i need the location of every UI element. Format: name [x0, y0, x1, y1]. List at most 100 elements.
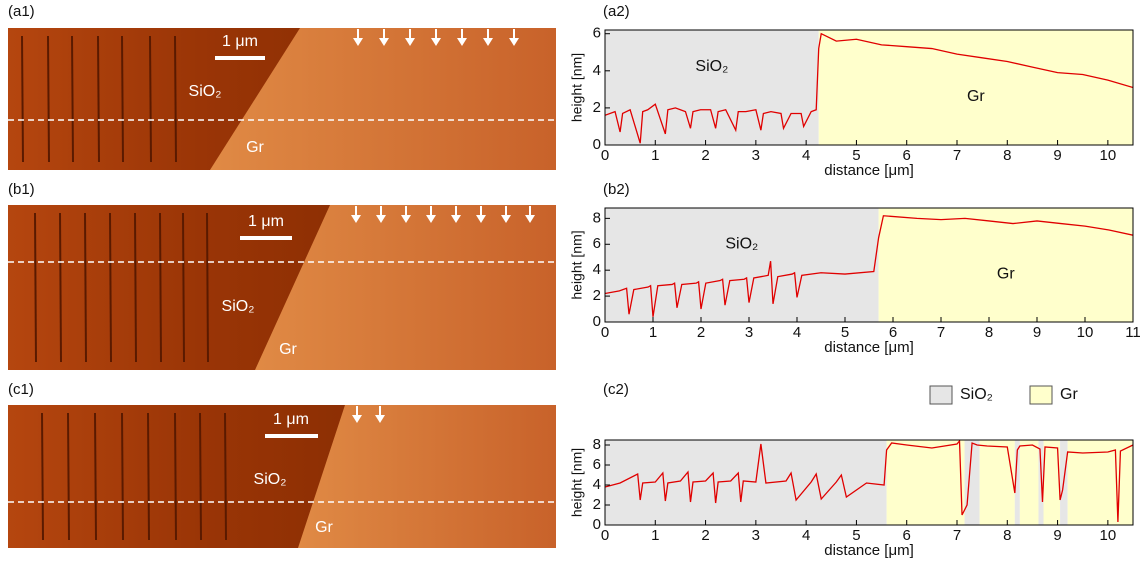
trench — [121, 35, 124, 163]
arrow-head — [501, 215, 511, 223]
x-tick-label: 6 — [889, 324, 897, 341]
x-tick-label: 2 — [697, 324, 705, 341]
trench — [174, 412, 177, 541]
image-annotation: SiO₂ — [189, 83, 222, 100]
material-region — [605, 30, 819, 145]
material-region — [1019, 440, 1039, 525]
y-tick-label: 4 — [593, 261, 601, 278]
panel-label: (c1) — [8, 381, 34, 398]
x-tick-label: 3 — [752, 147, 760, 164]
x-tick-label: 0 — [601, 324, 609, 341]
trench — [41, 412, 44, 541]
scale-bar-label: 1 μm — [273, 411, 309, 428]
legend-label: SiO₂ — [960, 386, 993, 403]
graphene-area — [298, 405, 556, 548]
x-tick-label: 5 — [852, 527, 860, 544]
trench — [97, 35, 100, 163]
x-tick-label: 11 — [1125, 324, 1141, 341]
x-tick-label: 5 — [852, 147, 860, 164]
y-tick-label: 0 — [593, 136, 601, 153]
trench — [47, 35, 50, 163]
x-tick-label: 1 — [651, 147, 659, 164]
y-tick-label: 6 — [593, 25, 601, 42]
graphene-area — [210, 28, 556, 170]
graphene-area — [255, 205, 556, 370]
trench — [174, 35, 177, 163]
arrow-head — [405, 38, 415, 46]
x-tick-label: 9 — [1053, 147, 1061, 164]
material-region — [818, 30, 1133, 145]
y-axis-label: height [nm] — [569, 230, 585, 299]
x-tick-label: 0 — [601, 527, 609, 544]
arrow-head — [457, 38, 467, 46]
y-tick-label: 0 — [593, 516, 601, 533]
plot-frame — [604, 439, 1134, 526]
material-region — [605, 208, 879, 322]
profile-line — [605, 440, 1133, 523]
trench — [94, 412, 97, 541]
y-tick-label: 4 — [593, 62, 601, 79]
plot-frame — [604, 29, 1134, 146]
material-region — [964, 440, 980, 525]
y-tick-label: 2 — [593, 287, 601, 304]
profile-line — [605, 215, 1133, 317]
trench — [34, 212, 37, 363]
y-axis-label: height [nm] — [569, 448, 585, 517]
material-region — [1067, 440, 1133, 525]
x-tick-label: 10 — [1100, 147, 1117, 164]
material-region — [1014, 440, 1020, 525]
panel-label: (c2) — [603, 381, 629, 398]
material-region — [1043, 440, 1061, 525]
legend-swatch — [929, 385, 953, 405]
x-tick-label: 2 — [701, 147, 709, 164]
trench — [121, 412, 124, 541]
x-tick-label: 10 — [1100, 527, 1117, 544]
arrow-head — [351, 215, 361, 223]
scale-bar-label: 1 μm — [222, 33, 258, 50]
x-tick-label: 3 — [745, 324, 753, 341]
x-tick-label: 9 — [1053, 527, 1061, 544]
y-tick-label: 6 — [593, 456, 601, 473]
trench — [147, 412, 150, 541]
x-tick-label: 0 — [601, 147, 609, 164]
x-tick-label: 8 — [985, 324, 993, 341]
arrow-head — [525, 215, 535, 223]
region-label: SiO₂ — [725, 236, 758, 253]
x-tick-label: 7 — [937, 324, 945, 341]
x-tick-label: 2 — [701, 527, 709, 544]
x-tick-label: 4 — [802, 527, 810, 544]
image-annotation: Gr — [246, 139, 264, 156]
arrow-head — [352, 415, 362, 423]
material-region — [886, 440, 965, 525]
x-tick-label: 7 — [953, 147, 961, 164]
arrow-head — [401, 215, 411, 223]
region-label: SiO₂ — [695, 58, 728, 75]
y-tick-label: 2 — [593, 496, 601, 513]
profile-line — [605, 32, 1133, 144]
x-axis-label: distance [μm] — [824, 162, 914, 179]
x-tick-label: 8 — [1003, 147, 1011, 164]
y-tick-label: 8 — [593, 436, 601, 453]
trench — [134, 212, 137, 363]
trench — [84, 212, 87, 363]
panel-label: (a1) — [8, 3, 35, 20]
arrow-head — [483, 38, 493, 46]
panel-label: (a2) — [603, 3, 630, 20]
x-tick-label: 9 — [1033, 324, 1041, 341]
x-tick-label: 6 — [903, 147, 911, 164]
y-tick-label: 2 — [593, 99, 601, 116]
trench — [182, 212, 185, 363]
panel-label: (b2) — [603, 181, 630, 198]
trench — [224, 412, 227, 541]
x-tick-label: 8 — [1003, 527, 1011, 544]
arrow-head — [431, 38, 441, 46]
arrow-head — [426, 215, 436, 223]
x-axis-label: distance [μm] — [824, 339, 914, 356]
arrow-head — [353, 38, 363, 46]
y-axis-label: height [nm] — [569, 53, 585, 122]
material-region — [979, 440, 1015, 525]
x-tick-label: 5 — [841, 324, 849, 341]
y-tick-label: 8 — [593, 209, 601, 226]
region-label: Gr — [967, 88, 985, 105]
y-tick-label: 4 — [593, 476, 601, 493]
